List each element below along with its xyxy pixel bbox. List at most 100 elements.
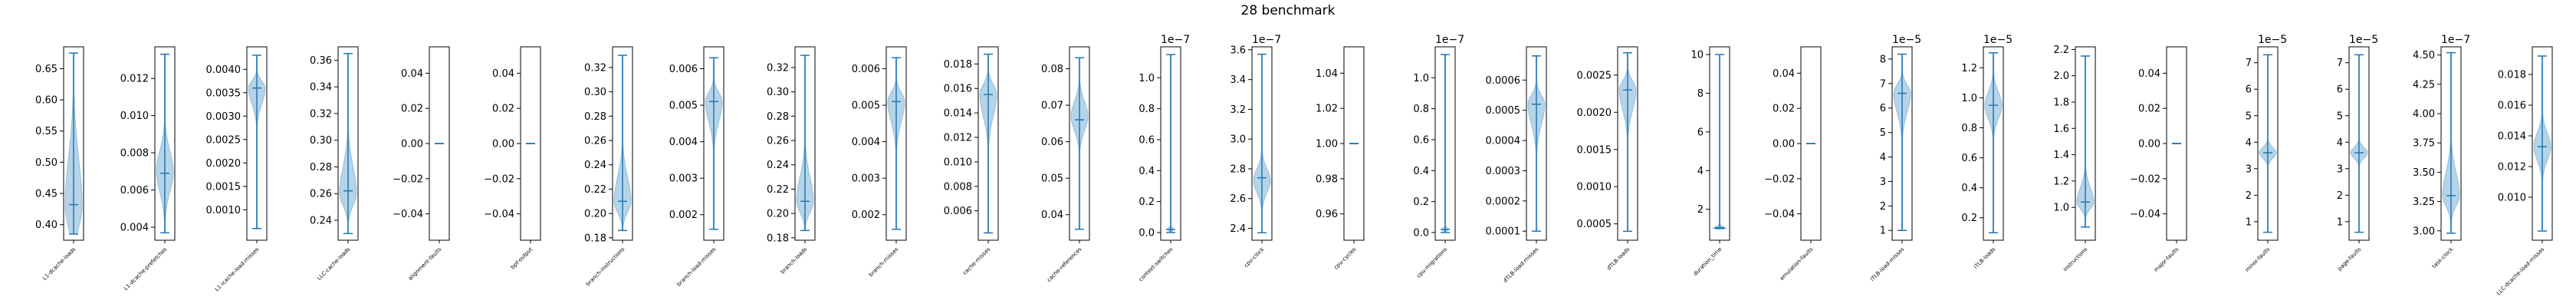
panel-18: 2 4 6 8 10 duration_time [1691,46,1730,277]
y-tick-label: 1.04 [1316,68,1338,80]
y-tick-label: 6 [1697,127,1704,138]
y-tick-label: 0.00 [2138,139,2160,150]
category-label: L1-dcache-loads [41,246,77,282]
y-tick-label: 0.30 [310,135,332,147]
y-tick-label: 0.010 [944,157,972,168]
y-tick-label: 3 [2246,163,2252,175]
y-tick-label: 0.2 [1138,196,1155,208]
y-tick-label: 0.22 [584,184,606,196]
y-tick-label: 0.0001 [1486,226,1521,238]
y-tick-label: 4 [1880,152,1886,163]
y-tick-label: 0.28 [767,111,789,123]
y-tick-label: 0.0005 [1577,219,1612,230]
category-label: bpf-output [510,246,534,271]
y-tick-label: 0.4 [1138,166,1155,177]
y-tick-label: 0.26 [310,189,332,200]
y-tick-label: 0.008 [944,181,972,193]
category-label: instructions [2062,246,2089,273]
y-tick-label: 0.18 [767,233,789,244]
y-tick-label: 0.006 [944,206,972,217]
y-tick-label: 4 [2337,137,2343,149]
category-label: cache-references [1046,246,1083,284]
y-tick-label: 0.005 [852,101,880,112]
y-tick-label: 0.0030 [206,111,242,123]
y-tick-label: −0.04 [1764,209,1795,220]
y-tick-label: 0.05 [1041,173,1063,185]
y-tick-label: 0.04 [401,68,423,80]
y-tick-label: 0.40 [35,220,58,231]
y-tick-label: 1.02 [1316,104,1338,115]
y-tick-label: 3.2 [1230,104,1246,116]
category-label: duration_time [1692,246,1723,277]
category-label: major-faults [2153,246,2180,273]
y-tick-label: 0.005 [669,101,698,112]
category-label: dTLB-loads [1605,246,1631,272]
y-tick-label: 0.6 [1138,134,1155,146]
y-tick-label: 0.003 [669,173,698,185]
y-tick-label: −0.02 [1764,173,1795,185]
y-tick-label: 2 [1880,201,1886,213]
y-tick-label: 1 [1880,226,1886,237]
y-tick-label: 0.0035 [206,87,242,99]
y-tick-label: 3.6 [1230,45,1246,56]
category-label: branch-load-misses [675,246,717,288]
y-tick-label: 5 [2337,111,2343,122]
y-tick-label: 7 [2337,58,2343,69]
y-tick-label: 0.32 [767,62,789,74]
y-tick-label: 6 [2337,84,2343,96]
figure-title: 28 benchmark [1240,3,1336,18]
y-tick-label: 4 [1697,166,1704,177]
y-tick-label: 0.04 [492,68,514,80]
panel-10: 0.006 0.008 0.010 0.012 0.014 0.016 0.018 cache… [944,46,999,276]
category-label: branch-loads [780,246,809,276]
category-label: branch-instructions [585,246,626,288]
y-tick-label: 0.28 [310,162,332,173]
category-label: L1-dcache-prefetches [123,246,169,292]
panel-14: 0.96 0.98 1.00 1.02 1.04 cpu-cycles [1316,46,1365,271]
y-tick-label: 0.08 [1041,64,1063,75]
y-tick-label: 0.4 [1961,183,1977,194]
y-tick-label: 0.0004 [1486,136,1521,147]
y-tick-label: 0.32 [584,62,606,74]
y-tick-label: 1 [2246,216,2252,228]
y-tick-label: 0.016 [2498,101,2526,112]
y-tick-label: 1 [2337,216,2343,228]
y-tick-label: 0.04 [1773,68,1795,80]
category-label: alignment-faults [407,246,443,282]
y-tick-label: −0.02 [2130,173,2160,185]
y-tick-label: 1.0 [1138,73,1155,84]
y-tick-label: 0.002 [852,210,880,221]
y-tick-label: 0.30 [767,87,789,98]
y-tick-label: 4.25 [2413,79,2435,91]
y-tick-label: 0.30 [584,87,606,98]
y-tick-label: 0.0010 [206,205,242,216]
panel-17: 0.0005 0.0010 0.0015 0.0020 0.0025 dTLB-loads [1577,46,1638,272]
panel-11: 0.04 0.05 0.06 0.07 0.08 cache-references [1041,46,1090,284]
y-tick-label: 0.00 [401,139,423,150]
y-tick-label: 0.34 [310,82,332,94]
y-tick-label: 0.06 [1041,137,1063,148]
y-tick-label: 3.50 [2413,167,2435,179]
y-tick-label: 0.60 [35,95,58,107]
panel-4: −0.04 −0.02 0.00 0.02 0.04 alignment-faults [393,46,450,282]
category-label: branch-misses [868,246,900,279]
y-tick-label: 0.0015 [206,181,242,193]
panel-15: 0.0 0.2 0.4 0.6 0.8 1.0 1e−7 cpu-migrations [1413,34,1464,279]
y-tick-label: 0.018 [2498,70,2526,81]
y-tick-label: −0.02 [484,173,514,185]
axis-exponent-label: 1e−5 [2349,34,2378,46]
panel-6: 0.18 0.20 0.22 0.24 0.26 0.28 0.30 0.32 branch-i… [584,46,633,288]
y-tick-label: 5 [1880,127,1886,139]
y-tick-label: 0.0 [1413,227,1429,239]
y-tick-label: 0.010 [2498,193,2526,204]
category-label: cpu-migrations [1416,246,1449,279]
y-tick-label: 1.00 [1316,139,1338,150]
y-tick-label: 0.003 [852,173,880,185]
y-tick-label: 0.00 [492,139,514,150]
y-tick-label: 0.4 [1413,166,1429,177]
y-tick-label: 1.8 [2053,97,2069,109]
y-tick-label: 0.004 [852,137,880,148]
panel-25: 1 2 3 4 5 6 7 1e−5 page-faults [2337,34,2378,272]
y-tick-label: 0.32 [310,108,332,120]
